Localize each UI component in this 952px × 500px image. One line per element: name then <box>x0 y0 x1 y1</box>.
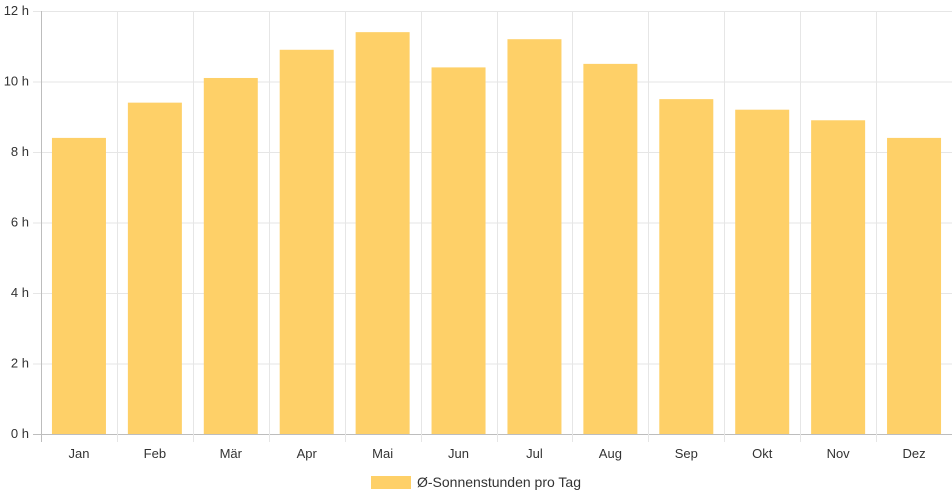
x-tick-label: Dez <box>902 446 925 461</box>
legend-swatch <box>371 475 411 489</box>
bar <box>659 99 714 434</box>
bar <box>127 102 182 435</box>
x-tick-label: Sep <box>675 446 698 461</box>
x-tick-label: Aug <box>599 446 622 461</box>
x-tick-label: Apr <box>297 446 318 461</box>
bar <box>203 77 258 434</box>
y-tick-label: 4 h <box>11 285 29 300</box>
bar <box>811 120 866 435</box>
legend-label: Ø-Sonnenstunden pro Tag <box>417 474 581 490</box>
x-tick-label: Jul <box>526 446 543 461</box>
x-tick-label: Nov <box>827 446 851 461</box>
bar <box>431 67 486 435</box>
y-tick-label: 12 h <box>4 3 29 18</box>
bar-chart: 0 h 2 h 4 h 6 h 8 h 10 h 12 h Jan Feb Mär Apr Mai Ju… <box>4 3 952 461</box>
bar <box>355 32 410 435</box>
legend: Ø-Sonnenstunden pro Tag <box>0 470 952 494</box>
x-tick-label: Jan <box>68 446 89 461</box>
x-tick-label: Mai <box>372 446 393 461</box>
x-tick-label: Okt <box>752 446 773 461</box>
y-tick-label: 8 h <box>11 144 29 159</box>
x-tick-label: Mär <box>220 446 243 461</box>
bar <box>279 49 334 435</box>
y-tick-label: 2 h <box>11 356 29 371</box>
x-tick-label: Jun <box>448 446 469 461</box>
bar <box>887 137 942 434</box>
bar <box>735 109 790 434</box>
y-tick-label: 6 h <box>11 215 29 230</box>
y-tick-label: 10 h <box>4 74 29 89</box>
bar <box>507 39 562 434</box>
bar <box>583 63 638 434</box>
y-tick-label: 0 h <box>11 426 29 441</box>
bar <box>51 137 106 434</box>
x-tick-label: Feb <box>144 446 166 461</box>
